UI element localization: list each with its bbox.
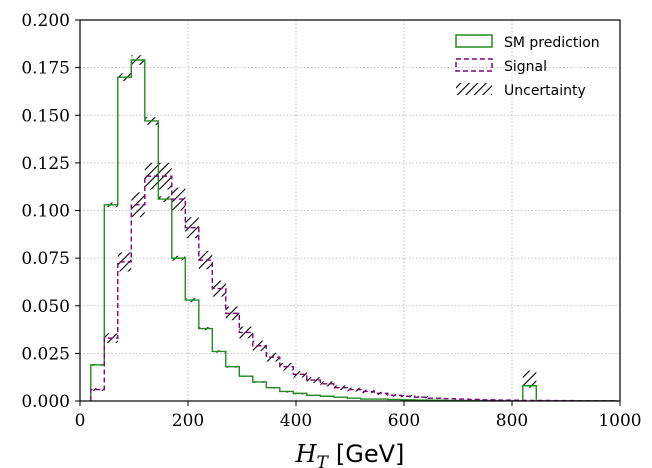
- legend-swatch-signal: [455, 58, 493, 72]
- y-tick-label: 0.100: [21, 202, 70, 222]
- x-axis-unit: [GeV]: [336, 440, 405, 468]
- uncertainty-band-extra: [522, 370, 537, 388]
- uncertainty-band-signal: [144, 162, 159, 190]
- legend: SM prediction Signal Uncertainty: [455, 34, 600, 99]
- y-tick-label: 0.175: [21, 59, 70, 79]
- legend-swatch-sm: [455, 34, 493, 48]
- x-tick-label: 0: [75, 411, 86, 431]
- signal-series: [90, 175, 618, 401]
- legend-label-sm: SM prediction: [504, 35, 600, 51]
- grid-lines: [80, 20, 620, 401]
- legend-label-uncertainty: Uncertainty: [504, 83, 586, 99]
- legend-label-signal: Signal: [504, 59, 547, 75]
- uncertainty-bands: [90, 55, 537, 399]
- sm-prediction-series: [90, 59, 618, 401]
- x-tick-labels: 0 200 400 600 800 1000: [75, 411, 642, 431]
- x-tick-label: 400: [280, 411, 312, 431]
- uncertainty-band-signal: [225, 306, 240, 321]
- x-tick-label: 800: [496, 411, 528, 431]
- uncertainty-band-signal: [347, 387, 361, 392]
- uncertainty-band-signal: [171, 187, 186, 211]
- y-tick-label: 0.200: [21, 11, 70, 31]
- y-tick-label: 0.125: [21, 154, 70, 174]
- x-tick-label: 1000: [598, 411, 641, 431]
- y-tick-label: 0.075: [21, 249, 70, 269]
- uncertainty-band-signal: [333, 385, 348, 390]
- legend-swatch-uncertainty: [456, 83, 492, 95]
- x-axis-symbol: H: [295, 440, 318, 468]
- y-tick-label: 0.000: [21, 392, 70, 412]
- y-tick-label: 0.050: [21, 297, 70, 317]
- x-tick-label: 600: [388, 411, 420, 431]
- y-tick-label: 0.150: [21, 106, 70, 126]
- x-axis-subscript: T: [317, 453, 330, 468]
- y-tick-label: 0.025: [21, 344, 70, 364]
- uncertainty-band-signal: [198, 250, 213, 270]
- x-axis-label: HT [GeV]: [295, 440, 405, 468]
- x-tick-label: 200: [172, 411, 204, 431]
- y-tick-labels: 0.000 0.025 0.050 0.075 0.100 0.125 0.150 0.175…: [21, 11, 70, 412]
- tick-marks: [75, 19, 621, 406]
- data-series: [90, 59, 618, 401]
